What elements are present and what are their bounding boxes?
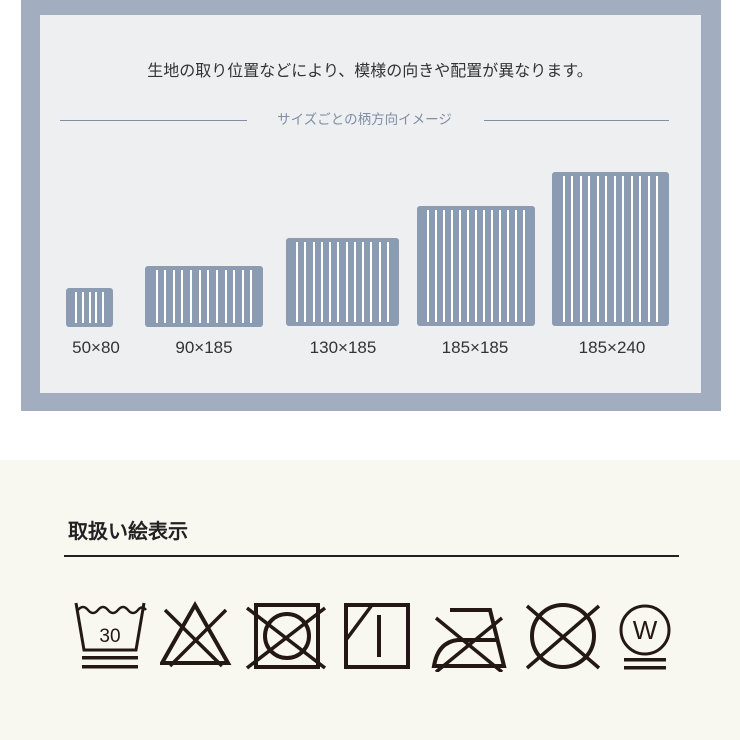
rug-stripe [215,270,218,323]
rug-stripe [613,176,616,322]
wet-clean-gentle-icon: W [619,604,671,670]
rug-stripe [181,270,184,323]
size-label: 90×185 [175,338,233,357]
rug-stripe [562,176,565,322]
rug-stripe [362,242,365,322]
rug-stripe [451,210,453,322]
rug-185x240 [552,172,669,326]
rug-stripe [164,270,167,323]
svg-text:W: W [633,615,658,645]
rug-stripe [427,210,429,322]
rug-stripe [475,210,477,322]
size-label: 130×185 [309,338,377,357]
rug-stripe [102,292,105,323]
no-iron-icon [431,608,507,672]
rug-stripe [596,176,599,322]
svg-text:30: 30 [99,626,120,647]
rug-stripe [95,292,98,323]
rug-stripe [622,176,625,322]
rug-stripe [296,242,299,322]
rug-stripe [353,242,356,322]
care-section: 取扱い絵表示 30 W [0,460,740,740]
rug-stripe [345,242,348,322]
pattern-notice: 生地の取り位置などにより、模様の向きや配置が異なります。 [147,61,593,80]
line-dry-shade-icon [344,603,410,669]
rug-stripe [207,270,210,323]
rug-stripe [605,176,608,322]
rug-stripe [639,176,642,322]
size-label: 185×240 [578,338,646,357]
rug-stripe [630,176,633,322]
rug-stripe [81,292,84,323]
rug-stripe [320,242,323,322]
rug-stripe [443,210,445,322]
rug-stripe [656,176,659,322]
care-title: 取扱い絵表示 [68,519,188,543]
no-bleach-icon [160,600,232,668]
rug-stripe [579,176,582,322]
rug-stripe [88,292,91,323]
rug-stripe [467,210,469,322]
no-dry-clean-icon [525,603,601,670]
rug-stripe [370,242,373,322]
subtitle: サイズごとの柄方向イメージ [277,112,452,128]
rug-stripe [233,270,236,323]
rug-stripe [74,292,77,323]
divider-right [484,120,669,121]
rug-stripe [515,210,517,322]
rug-stripe [507,210,509,322]
rug-stripe [329,242,332,322]
rug-stripe [337,242,340,322]
rug-185x185 [417,206,535,326]
rug-stripe [435,210,437,322]
rug-stripe [588,176,591,322]
no-tumble-dry-icon [245,603,327,670]
rug-stripe [250,270,253,323]
rug-stripe [304,242,307,322]
rug-stripe [198,270,201,323]
rug-stripe [224,270,227,323]
rug-stripe [190,270,193,323]
divider-left [60,120,247,121]
rug-stripe [483,210,485,322]
rug-stripe [491,210,493,322]
rug-stripe [647,176,650,322]
rug-stripe [241,270,244,323]
rug-stripe [155,270,158,323]
rug-50x80 [66,288,113,327]
rug-stripe [172,270,175,323]
rug-stripe [571,176,574,322]
size-label: 50×80 [72,338,120,357]
rug-90x185 [145,266,263,327]
size-label: 185×185 [441,338,509,357]
rug-stripe [312,242,315,322]
care-divider [64,555,679,557]
wash-30-gentle-icon: 30 [74,602,147,669]
rug-stripe [459,210,461,322]
rug-stripe [378,242,381,322]
subtitle-row: サイズごとの柄方向イメージ [60,110,669,130]
rug-stripe [386,242,389,322]
rug-130x185 [286,238,399,326]
rug-stripe [523,210,525,322]
rug-stripe [499,210,501,322]
